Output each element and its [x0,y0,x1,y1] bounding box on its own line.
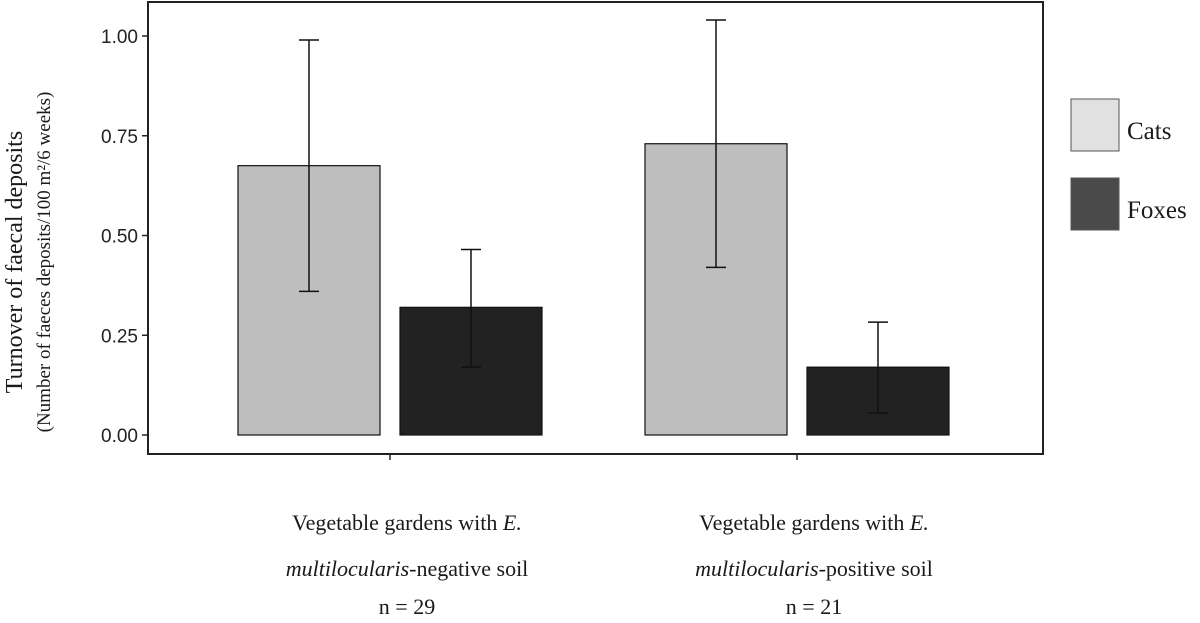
error-bar-cats-2 [706,19,726,269]
x-axis [389,454,798,460]
error-bar-foxes-1 [461,248,481,368]
category-label-1-line2: multilocularis-negative soil [286,556,529,581]
y-tick-label: 0.00 [101,426,138,447]
error-bar-foxes-2 [868,321,888,414]
legend-swatch-cats [1070,98,1120,152]
bars [237,143,950,436]
y-axis-subtitle: (Number of faeces deposits/100 m²/6 week… [34,92,55,433]
legend: Cats Foxes [1070,98,1187,231]
y-tick-label: 1.00 [101,27,138,48]
y-axis: 0.00 0.25 0.50 0.75 1.00 [101,27,148,447]
error-bars [299,19,888,414]
category-labels: Vegetable gardens with E. multilocularis-… [286,510,933,619]
error-bar-cats-1 [299,39,319,293]
plot-frame [147,1,1044,455]
y-axis-title: Turnover of faecal deposits [2,131,28,393]
y-tick-label: 0.25 [101,326,138,347]
category-label-2-line2: multilocularis-positive soil [695,556,933,581]
category-label-2-n: n = 21 [786,594,842,619]
legend-label-cats: Cats [1127,118,1171,145]
legend-swatch-foxes [1070,177,1120,231]
legend-label-foxes: Foxes [1127,197,1187,224]
category-label-2-line1: Vegetable gardens with E. [699,510,929,535]
y-tick-label: 0.50 [101,227,138,248]
category-label-1-line1: Vegetable gardens with E. [292,510,522,535]
y-tick-label: 0.75 [101,127,138,148]
category-label-1-n: n = 29 [379,594,435,619]
